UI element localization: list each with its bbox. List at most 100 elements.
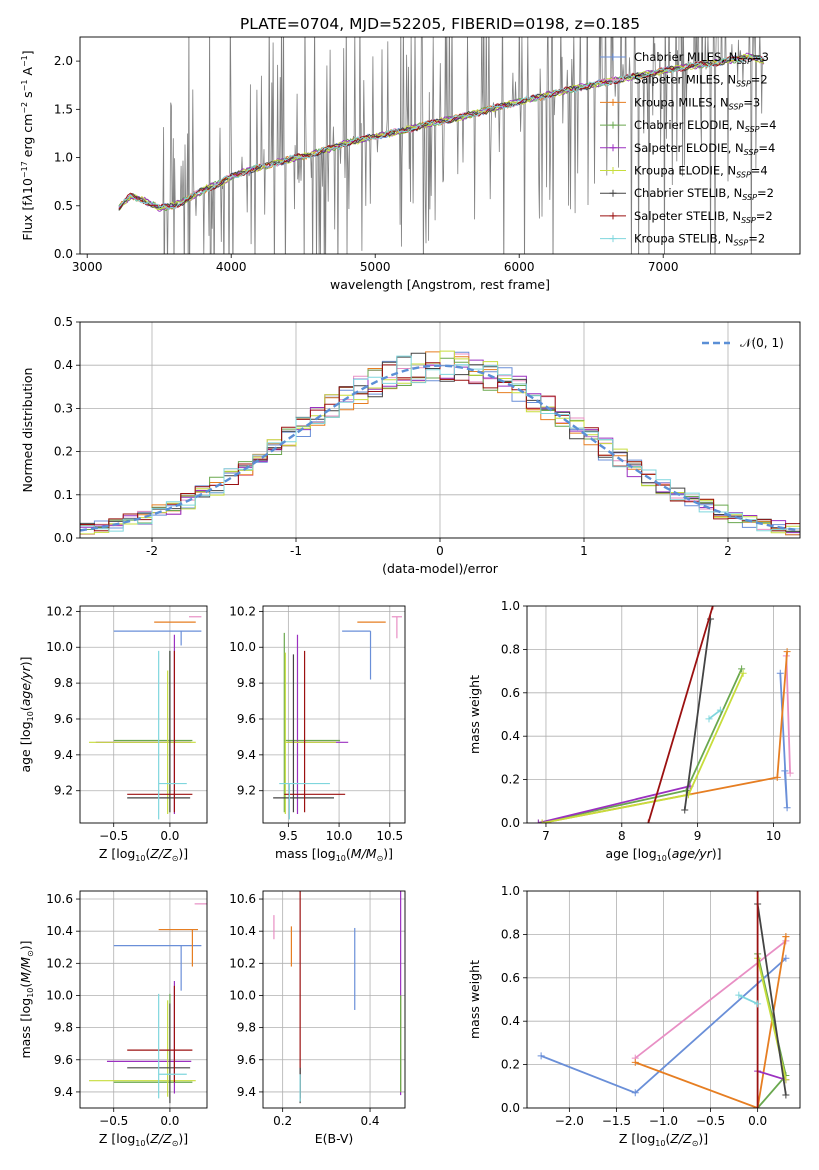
x-tick-label: 0 [436,544,444,558]
weight-point-salpeter_stelib [644,819,652,823]
weight-point-kroupa_miles [783,648,791,656]
y-axis-label: Flux [fλ10−17 erg cm−2 s−1 A−1] [20,50,35,240]
y-tick-label: 0.6 [501,971,520,985]
panels: 3000 4000 5000 6000 7000 0.0 0.5 1.0 1.5 2.0 wavel… [18,36,801,1148]
legend-marker-kroupa_elodie [609,167,617,174]
x-axis-label: Z [log10(Z/Z⊙)] [619,1131,708,1148]
x-tick-label: 9 [694,829,702,843]
x-tick-label: 10 [766,829,781,843]
weight-point-kroupa_miles [773,773,781,781]
x-tick-label: 7 [542,829,550,843]
weight-line-chabrier_stelib [683,618,712,811]
model-spectrum-kroupa_stelib [118,54,765,210]
y-tick-label: 9.8 [237,676,256,690]
x-axis-label: Z [log10(Z/Z⊙)] [99,846,188,863]
y-tick-label: 2.0 [54,54,73,68]
panel-age_vs_mass: 9.5 10.0 10.5 9.2 9.4 9.6 9.8 10.0 10.2 mass [log… [229,604,406,863]
weight-point-salpeter_stelib [754,1104,762,1108]
y-tick-label: 10.2 [46,604,73,618]
y-tick-label: 1.0 [501,884,520,898]
panel-weight_vs_age: 7 8 9 10 0.0 0.2 0.4 0.6 0.8 1.0 age [log10(age/yr… [467,599,801,863]
x-tick-label: 0.4 [360,1114,379,1128]
y-tick-label: 10.0 [46,640,73,654]
y-tick-label: 0.8 [501,927,520,941]
weight-line-salpeter_miles [785,655,791,774]
plot-area-weight_vs_age [527,606,800,823]
y-tick-label: 9.6 [237,1053,256,1067]
y-tick-label: 9.6 [54,1053,73,1067]
x-axis-label: age [log10(age/yr)] [605,846,721,863]
panel-age_vs_Z: −0.5 0.0 9.2 9.4 9.6 9.8 10.0 10.2 Z [log10(Z/Z⊙… [18,604,208,863]
x-tick-label: -2 [146,544,158,558]
y-axis-label: mass weight [467,675,482,754]
y-tick-label: 10.2 [229,956,256,970]
y-tick-label: 10.4 [46,924,73,938]
y-tick-label: 0.4 [501,729,520,743]
x-tick-label: -1 [290,544,302,558]
legend-label-kroupa_elodie: Kroupa ELODIE, NSSP=4 [634,164,768,180]
x-tick-label: −0.5 [99,829,128,843]
x-axis-label: wavelength [Angstrom, rest frame] [330,277,550,292]
y-tick-label: 0.5 [54,199,73,213]
gaussian-reference-curve [80,364,798,532]
legend-label-chabrier_miles: Chabrier MILES, NSSP=3 [634,50,769,66]
weight-line-kroupa_miles [542,651,788,823]
plot-area-age_vs_Z [80,606,207,823]
x-tick-label: 10.0 [326,829,353,843]
y-tick-label: 9.2 [237,784,256,798]
weight-point-chabrier_miles [781,767,789,775]
axes-frame [526,890,801,1109]
weight-point-salpeter_stelib [709,606,717,610]
weight-point-chabrier_miles [782,954,790,962]
legend-label-kroupa_stelib: Kroupa STELIB, NSSP=2 [634,232,765,248]
residual-legend: 𝒩(0, 1) [702,336,784,350]
y-tick-label: 1.5 [54,102,73,116]
legend-marker-kroupa_miles [609,98,617,106]
y-tick-label: 10.6 [229,892,256,906]
plot-area-mass_vs_ebv [263,891,405,1108]
plot-area-residuals [80,322,800,538]
y-tick-label: 10.2 [46,956,73,970]
legend-label-gaussian: 𝒩(0, 1) [740,336,784,350]
y-axis-label: Normed distribution [20,368,35,493]
axes-frame [262,890,406,1109]
weight-point-kroupa_stelib [735,991,743,999]
y-tick-label: 0.5 [54,315,73,329]
x-tick-label: 8 [618,829,626,843]
legend-marker-chabrier_miles [609,53,617,61]
y-axis-label: mass [log10(M/M⊙)] [18,940,35,1058]
x-axis-label: mass [log10(M/M⊙)] [275,846,393,863]
y-tick-label: 10.4 [229,924,256,938]
x-tick-label: 1 [580,544,588,558]
y-axis-label: mass weight [467,960,482,1039]
x-tick-label: −0.5 [99,1114,128,1128]
legend-label-salpeter_stelib: Salpeter STELIB, NSSP=2 [634,209,773,225]
legend-marker-salpeter_stelib [609,212,617,220]
y-tick-label: 9.8 [54,676,73,690]
weight-point-kroupa_stelib [705,715,713,723]
panel-residuals: -2 -1 0 1 2 0.0 0.1 0.2 0.3 0.4 0.5 (data-model)/er… [20,315,801,576]
weight-point-chabrier_elodie [738,665,746,673]
y-tick-label: 0.2 [501,1058,520,1072]
x-tick-label: 0.0 [160,829,179,843]
weight-line-salpeter_elodie [757,1070,787,1081]
weight-point-salpeter_stelib [754,891,762,895]
plot-area-mass_vs_Z [80,891,207,1108]
model-spectrum-kroupa_elodie [118,53,765,211]
weight-line-kroupa_miles [634,936,787,1108]
weight-point-kroupa_miles [782,933,790,941]
x-tick-label: 5000 [360,260,391,274]
x-tick-label: 10.5 [376,829,403,843]
y-tick-label: 0.2 [54,445,73,459]
legend-marker-kroupa_stelib [609,235,617,243]
panel-mass_vs_ebv: 0.2 0.4 9.4 9.6 9.8 10.0 10.2 10.4 10.6 E(B-V) [229,890,406,1146]
axes-frame [262,605,406,824]
axes-frame [79,321,801,539]
axes-frame [79,890,208,1109]
panel-mass_vs_Z: −0.5 0.0 9.4 9.6 9.8 10.0 10.2 10.4 10.6 Z [log10… [18,890,208,1148]
model-spectrum-salpeter_stelib [118,56,765,210]
y-tick-label: 1.0 [54,151,73,165]
y-tick-label: 1.0 [501,599,520,613]
weight-point-chabrier_stelib [782,1091,790,1099]
